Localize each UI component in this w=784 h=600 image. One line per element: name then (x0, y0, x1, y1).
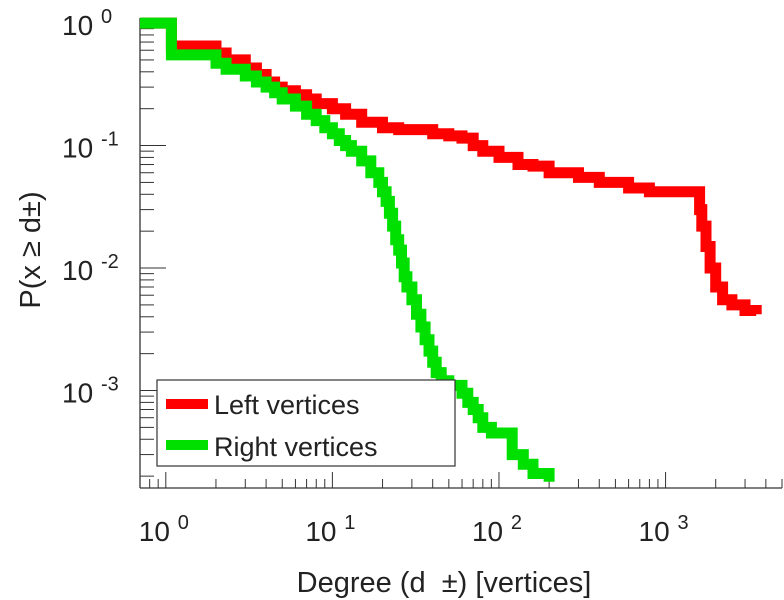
minor-ticks (139, 22, 783, 488)
x-tick-label: 10 0 (139, 512, 189, 547)
legend-box (156, 379, 456, 467)
x-tick-labels: 10 0 10 1 10 2 10 3 (139, 512, 689, 547)
x-axis-label: Degree (d ±) [vertices] (297, 567, 592, 599)
x-tick-label: 10 3 (639, 512, 689, 547)
y-tick-label: 10 -3 (62, 374, 119, 409)
x-tick-label: 10 2 (472, 512, 522, 547)
legend-label-left: Left vertices (214, 390, 360, 420)
x-tick-label: 10 1 (305, 512, 355, 547)
y-tick-label: 10 0 (62, 6, 112, 41)
y-tick-label: 10 -1 (62, 129, 119, 164)
y-axis-label: P(x ≥ d±) (15, 191, 47, 308)
legend-label-right: Right vertices (214, 432, 378, 462)
y-tick-label: 10 -2 (62, 251, 119, 286)
y-tick-labels: 10 0 10 -1 10 -2 10 -3 (62, 6, 119, 408)
legend: Left vertices Right vertices (156, 379, 456, 467)
series-lines (140, 17, 762, 482)
series-line-right-vertices (140, 17, 555, 482)
